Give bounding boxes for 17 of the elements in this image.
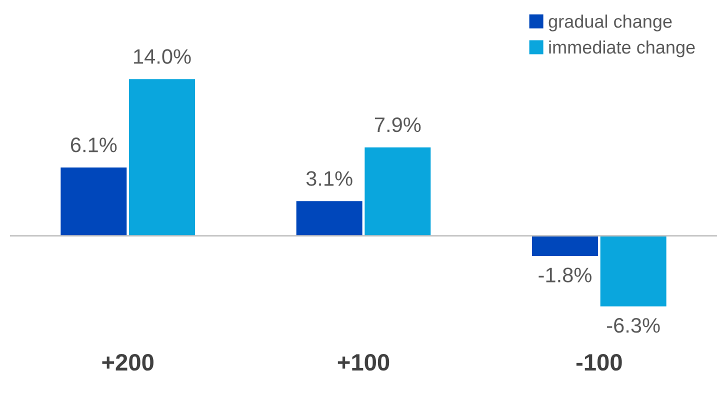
x-tick-label: +100 (338, 354, 390, 371)
bar (600, 236, 666, 306)
data-label: 3.1% (306, 171, 352, 186)
bar (532, 236, 598, 256)
x-tick-label: +200 (102, 354, 154, 371)
data-label: 7.9% (374, 117, 421, 132)
legend-label: immediate change (549, 40, 695, 58)
data-label: -6.3% (607, 318, 660, 333)
data-label: 14.0% (134, 49, 191, 64)
data-label: -1.8% (538, 268, 592, 282)
bar (364, 147, 431, 236)
data-label: 6.1% (70, 138, 117, 152)
bar (129, 79, 195, 236)
legend-label: gradual change (548, 14, 672, 32)
bar (296, 201, 362, 236)
bar (60, 168, 127, 236)
x-tick-label: -100 (576, 354, 622, 371)
